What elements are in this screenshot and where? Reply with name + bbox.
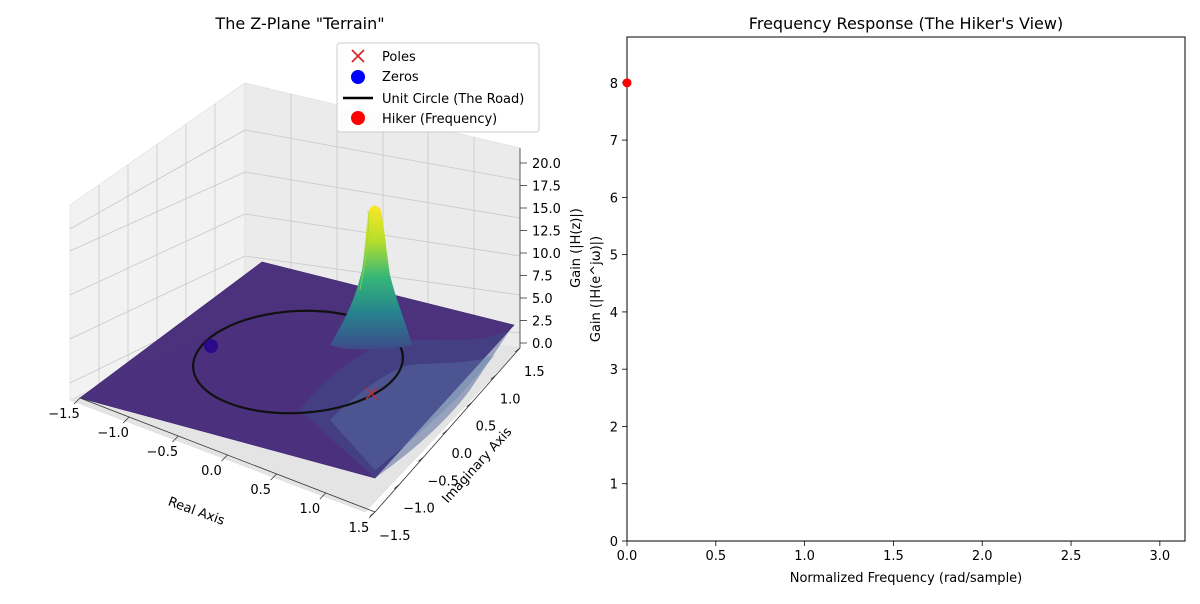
freq-y-tick-label: 1: [610, 478, 618, 493]
freq-series: [622, 78, 632, 88]
freq-y-tick-label: 2: [610, 420, 618, 435]
legend-poles-label: Poles: [382, 50, 416, 65]
real-axis-tick-label: 0.0: [201, 464, 222, 479]
imag-axis-tick-label: −1.0: [403, 502, 435, 517]
real-axis-tick-label: 1.5: [349, 521, 370, 536]
real-axis-tick: [172, 435, 179, 443]
imag-axis-tick: [466, 402, 472, 407]
real-axis-tick: [221, 454, 228, 462]
real-axis-tick: [122, 416, 130, 424]
pole-marker: [365, 387, 378, 400]
imag-axis-tick-label: 1.0: [500, 392, 521, 407]
real-axis-tick: [270, 473, 277, 481]
gain-surface: [79, 261, 515, 479]
z-plane-title: The Z-Plane "Terrain": [214, 14, 384, 33]
imag-axis-tick: [369, 511, 376, 517]
unit-circle-line: [192, 309, 404, 415]
imag-axis-tick-label: 1.5: [524, 365, 545, 380]
freq-y-tick-label: 7: [610, 134, 618, 149]
freq-y-ticks: 0 1 2 3 4 5 6 7 8: [610, 77, 627, 550]
freq-y-tick-label: 6: [610, 191, 618, 206]
legend-item-hiker: Hiker (Frequency): [351, 111, 497, 127]
zero-marker: [204, 339, 218, 353]
legend-zeros-icon: [351, 70, 365, 84]
peak-ridge: [359, 209, 369, 291]
gain-axis-tick-label: 17.5: [532, 180, 561, 195]
frequency-response-panel: Frequency Response (The Hiker's View) 0.…: [589, 14, 1186, 586]
imag-axis-tick: [393, 484, 400, 489]
imag-axis-tick-label: 0.5: [476, 420, 497, 435]
gain-axis-tick-label: 10.0: [532, 247, 561, 262]
real-axis-tick: [73, 397, 81, 405]
imag-axis-tick: [442, 429, 448, 435]
gain-axis-tick-label: 7.5: [532, 270, 553, 285]
gain-axis-tick-label: 20.0: [532, 157, 561, 172]
legend-zeros-label: Zeros: [382, 70, 419, 85]
legend-box: [336, 42, 540, 133]
imag-axis-label: Imaginary Axis: [439, 425, 515, 507]
gain-axis-tick-label: 12.5: [532, 225, 561, 240]
legend-item-unit-circle: Unit Circle (The Road): [343, 92, 524, 107]
gain-axis-tick-label: 0.0: [532, 337, 553, 352]
legend-item-poles: Poles: [351, 49, 416, 65]
z-plane-panel: The Z-Plane "Terrain": [48, 14, 584, 544]
freq-x-axis-label: Normalized Frequency (rad/sample): [790, 571, 1023, 586]
legend-hiker-label: Hiker (Frequency): [382, 112, 497, 127]
real-axis-label: Real Axis: [166, 495, 227, 529]
imag-axis-ticks: −1.5 −1.0 −0.5 0.00.51.01.5: [369, 347, 545, 544]
gain-axis-label: Gain (|H(z)|): [569, 208, 584, 288]
freq-x-tick-label: 0.0: [617, 549, 638, 564]
freq-x-tick-label: 1.5: [883, 549, 904, 564]
imag-axis-tick-label: −1.5: [379, 529, 411, 544]
gain-axis-tick-label: 2.5: [532, 315, 553, 330]
freq-x-tick-label: 1.0: [794, 549, 815, 564]
legend-item-zeros: Zeros: [351, 70, 419, 85]
freq-x-tick-label: 2.0: [972, 549, 993, 564]
freq-x-tick-label: 0.5: [705, 549, 726, 564]
freq-x-tick-label: 2.5: [1061, 549, 1082, 564]
imag-axis-tick: [490, 375, 497, 380]
imag-axis-tick: [418, 457, 424, 462]
gain-axis-ticks: 0.0 2.5 5.0 7.5 10.0 12.5 15.0 17.5 20.0: [520, 157, 561, 352]
freq-y-tick-label: 0: [610, 535, 618, 550]
surface-dip-highlight: [330, 355, 495, 470]
real-axis-tick-label: −1.0: [97, 426, 129, 441]
real-axis-tick-label: 0.5: [250, 483, 271, 498]
freq-y-tick-label: 4: [610, 306, 618, 321]
imag-axis-tick-label: 0.0: [452, 447, 473, 462]
imag-axis-tick-label: −0.5: [427, 474, 459, 489]
legend: Poles Zeros Unit Circle (The Road) Hiker…: [336, 42, 540, 133]
gain-axis-tick-label: 15.0: [532, 202, 561, 217]
freq-plot-area: [626, 36, 1186, 542]
real-axis-ticks: −1.5 −1.0 −0.5 0.0 0.5 1.0 1.5: [48, 397, 376, 536]
surface-dip-shading: [300, 330, 510, 478]
legend-poles-icon: [351, 49, 365, 63]
real-axis-tick-label: −0.5: [147, 445, 179, 460]
pole-peak: [330, 205, 412, 350]
freq-x-ticks: 0.0 0.5 1.0 1.5 2.0 2.5 3.0: [617, 541, 1171, 564]
freq-x-tick-label: 3.0: [1150, 549, 1171, 564]
gain-axis-tick-label: 5.0: [532, 292, 553, 307]
real-axis-tick-label: −1.5: [48, 407, 80, 422]
legend-unit-circle-label: Unit Circle (The Road): [382, 92, 524, 107]
legend-hiker-icon: [351, 111, 365, 125]
real-axis-tick-label: 1.0: [299, 502, 320, 517]
imag-axis-tick: [514, 347, 521, 353]
freq-response-title: Frequency Response (The Hiker's View): [749, 14, 1063, 33]
freq-y-tick-label: 3: [610, 363, 618, 378]
freq-y-tick-label: 5: [610, 249, 618, 264]
freq-hiker-point: [622, 78, 632, 88]
real-axis-tick: [319, 492, 327, 500]
freq-y-tick-label: 8: [610, 77, 618, 92]
freq-y-axis-label: Gain (|H(e^jω)|): [589, 236, 604, 342]
